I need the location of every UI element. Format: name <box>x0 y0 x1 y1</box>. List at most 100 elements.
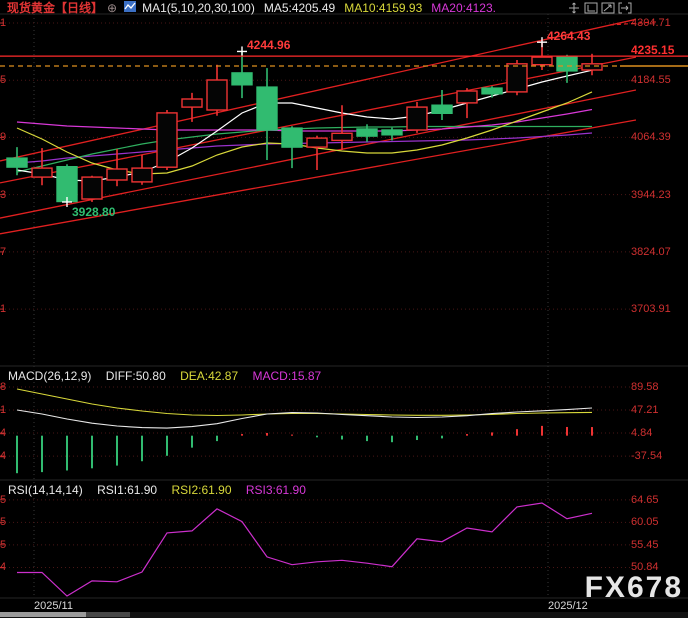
price-axis-label: 89.58 <box>631 381 659 393</box>
left-axis-digit: 9 <box>0 131 7 144</box>
candle <box>356 128 378 137</box>
rsi1-label: RSI1:61.90 <box>97 483 158 497</box>
rsi2-label: RSI2:61.90 <box>171 483 232 497</box>
price-axis-label: -37.54 <box>631 450 663 463</box>
vertical-gridlines <box>33 14 549 598</box>
trendline-dashed-stub <box>609 21 657 26</box>
candle <box>331 132 353 142</box>
left-axis-digit: 4 <box>0 450 7 463</box>
price-axis-label: 3703.91 <box>631 303 671 316</box>
macd-title: MACD(26,12,9) <box>8 369 92 383</box>
left-axis-digit: 5 <box>0 538 7 551</box>
time-axis-label-dec: 2025/12 <box>548 600 588 612</box>
price-axis-label: 47.21 <box>631 404 659 416</box>
price-axis-label: 60.05 <box>631 516 659 529</box>
candle <box>231 72 253 86</box>
scrollbar-thumb-secondary[interactable] <box>86 612 130 617</box>
ma5-value-label: MA5:4205.49 <box>263 0 336 15</box>
candle <box>556 56 578 72</box>
chart-toolbar <box>567 2 632 14</box>
candle <box>281 127 303 148</box>
macd-dea-label: DEA:42.87 <box>180 369 239 383</box>
candle <box>306 137 328 148</box>
left-axis-digit: 5 <box>0 516 7 529</box>
left-axis-digit: 1 <box>0 404 7 416</box>
candle <box>6 157 28 168</box>
price-axis-label: 4.84 <box>631 427 653 439</box>
left-axis-digit: 4 <box>0 427 7 439</box>
trendlines-group <box>0 18 636 235</box>
candle <box>481 87 503 95</box>
annotation-high: 4264.43 <box>547 29 591 44</box>
candle <box>81 176 103 200</box>
annotation-high: 4244.96 <box>247 38 291 53</box>
price-axis-label: 4064.39 <box>631 131 671 144</box>
time-axis-label-nov: 2025/11 <box>34 600 73 612</box>
candle <box>256 86 278 131</box>
ma20-line <box>16 108 593 132</box>
candle <box>381 129 403 136</box>
candle <box>506 63 528 93</box>
ma-settings-label: MA1(5,10,20,30,100) <box>142 0 255 15</box>
candles-group <box>6 42 603 203</box>
scrollbar-thumb[interactable] <box>0 612 86 617</box>
ma30-line <box>16 125 592 173</box>
indicator-window-icon[interactable] <box>584 2 598 14</box>
ma10-line <box>16 91 593 175</box>
left-axis-digit: 4 <box>0 561 7 574</box>
extreme-markers <box>62 37 547 207</box>
annotation-low: 3928.80 <box>72 205 116 219</box>
price-axis-label: 3944.23 <box>631 188 671 201</box>
macd-indicator-row: MACD(26,12,9) DIFF:50.80 DEA:42.87 MACD:… <box>8 369 332 383</box>
circle-plus-icon[interactable]: ⊕ <box>107 0 118 15</box>
symbol-title: 现货黄金【日线】 <box>7 0 104 15</box>
candle <box>206 79 228 111</box>
ma20-value-label: MA20:4123. <box>431 0 496 15</box>
panel-separators <box>0 13 688 599</box>
left-axis-digit: 1 <box>0 303 7 316</box>
candle <box>181 98 203 108</box>
ma10-value-label: MA10:4159.93 <box>344 0 423 15</box>
candle <box>106 168 128 181</box>
price-axis-label: 50.84 <box>631 561 659 574</box>
price-axis-label: 64.65 <box>631 493 659 506</box>
current-price-label: 4235.15 <box>631 43 675 58</box>
horizontal-scrollbar[interactable] <box>0 612 688 618</box>
left-axis-digit: 8 <box>0 381 7 393</box>
left-axis-digit: 1 <box>0 17 7 29</box>
detach-window-icon[interactable] <box>618 2 632 14</box>
macd-dea-line <box>16 388 593 417</box>
candle <box>31 167 53 178</box>
candle <box>456 90 478 104</box>
ma100-line <box>16 132 593 164</box>
candle <box>56 165 78 203</box>
mini-chart-icon <box>124 0 137 15</box>
rsi-indicator-row: RSI(14,14,14) RSI1:61.90 RSI2:61.90 RSI3… <box>8 483 317 497</box>
price-axis-label: 3824.07 <box>631 245 671 258</box>
chart-header: 现货黄金【日线】 ⊕ MA1(5,10,20,30,100) MA5:4205.… <box>0 0 688 15</box>
pan-crosshair-icon[interactable] <box>567 2 581 14</box>
candle <box>581 63 603 71</box>
price-axis-label: 4184.55 <box>631 74 671 87</box>
candle <box>156 112 178 168</box>
fx678-watermark: FX678 <box>584 571 683 604</box>
rsi3-label: RSI3:61.90 <box>245 483 306 497</box>
left-axis-digit: 5 <box>0 493 7 506</box>
candle <box>431 104 453 114</box>
candle <box>531 56 553 66</box>
rsi-title: RSI(14,14,14) <box>8 483 83 497</box>
left-axis-digit: 5 <box>0 74 7 87</box>
candle <box>131 167 153 183</box>
rsi-line <box>17 502 593 597</box>
macd-value-label: MACD:15.87 <box>252 369 322 383</box>
left-axis-digit: 7 <box>0 245 7 258</box>
macd-histogram <box>16 425 593 474</box>
price-axis-label: 55.45 <box>631 538 659 551</box>
price-axis-label: 4304.71 <box>631 17 671 29</box>
macd-diff-line <box>16 407 593 429</box>
macd-diff-label: DIFF:50.80 <box>105 369 166 383</box>
left-axis-digit: 3 <box>0 188 7 201</box>
trend-order-icon[interactable] <box>601 2 615 14</box>
